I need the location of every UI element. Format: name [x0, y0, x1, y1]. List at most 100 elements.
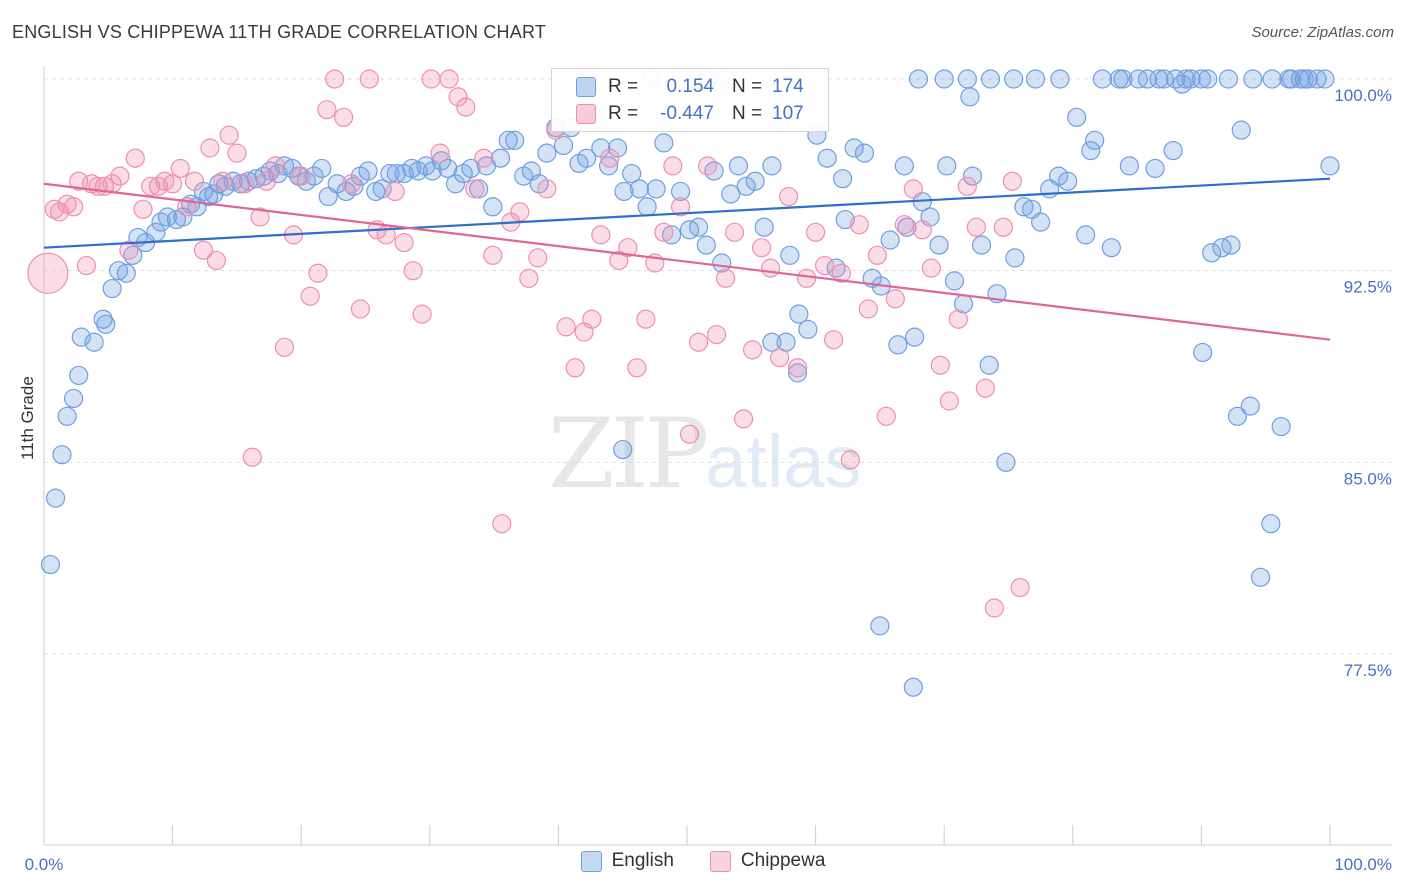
english-point — [762, 156, 782, 176]
english-swatch — [576, 77, 596, 97]
chippewa-point — [706, 324, 727, 345]
series-legend: English Chippewa — [0, 850, 1406, 872]
english-point — [1176, 69, 1196, 89]
chippewa-point — [966, 217, 986, 237]
chippewa-point — [670, 197, 691, 217]
english-point — [1101, 238, 1121, 258]
english-point — [312, 158, 332, 179]
chippewa-point — [930, 355, 950, 375]
english-point — [490, 148, 511, 168]
english-point — [69, 365, 89, 386]
chippewa-point — [849, 215, 869, 235]
english-point — [123, 245, 143, 265]
chippewa-point — [957, 176, 977, 196]
english-point — [789, 304, 809, 324]
english-point — [1081, 140, 1101, 161]
english-point — [754, 217, 774, 237]
english-point — [537, 143, 557, 163]
chippewa-point — [341, 174, 361, 194]
english-point — [1014, 197, 1034, 217]
english-point — [908, 69, 929, 89]
english-point — [1092, 69, 1112, 89]
chippewa-point — [308, 263, 328, 283]
chippewa-point — [44, 199, 64, 219]
chippewa-point — [300, 286, 320, 306]
y-tick-label: 92.5% — [1344, 278, 1392, 297]
chippewa-point — [265, 156, 286, 176]
english-point — [661, 225, 682, 245]
english-point — [728, 156, 749, 176]
english-point — [71, 327, 91, 347]
chippewa-point — [618, 238, 638, 258]
english-point — [894, 156, 914, 176]
english-point — [1181, 69, 1201, 89]
chippewa-point — [582, 309, 602, 329]
chippewa-point — [778, 186, 799, 207]
chippewa-point — [119, 240, 139, 260]
english-point — [1279, 69, 1299, 89]
english-point — [93, 309, 113, 329]
english-point — [1058, 171, 1078, 191]
english-point — [1172, 74, 1192, 94]
legend-item-chippewa[interactable]: Chippewa — [709, 850, 825, 872]
english-point — [798, 319, 818, 340]
chippewa-point — [250, 207, 270, 227]
chippewa-r-label: R = — [608, 103, 639, 124]
english-point — [721, 184, 741, 204]
english-point — [934, 69, 954, 89]
english-n-label: N = — [732, 76, 763, 97]
chippewa-point — [805, 222, 826, 242]
english-point — [654, 133, 674, 153]
english-point — [646, 179, 666, 199]
chippewa-point — [200, 138, 220, 158]
english-point — [63, 388, 84, 409]
chippewa-point — [213, 171, 233, 191]
english-point — [577, 148, 597, 168]
chippewa-point — [439, 69, 459, 89]
english-point — [637, 197, 657, 217]
english-point — [1085, 130, 1105, 150]
english-point — [854, 143, 875, 163]
english-point — [52, 445, 72, 465]
english-point — [613, 439, 633, 460]
chippewa-point — [63, 197, 84, 217]
chippewa-point — [948, 309, 968, 329]
english-point — [598, 156, 619, 176]
english-point — [358, 161, 378, 181]
english-r-value: 0.154 — [666, 76, 714, 97]
chippewa-legend-swatch — [709, 850, 731, 872]
english-point — [1163, 140, 1183, 161]
chippewa-point — [235, 174, 255, 194]
chippewa-point — [867, 245, 887, 265]
chippewa-point — [751, 238, 772, 258]
english-point — [607, 138, 628, 158]
chippewa-n-label: N = — [732, 103, 763, 124]
legend-item-english[interactable]: English — [580, 850, 674, 872]
chippewa-point — [760, 258, 781, 278]
english-point — [780, 245, 800, 265]
english-point — [736, 176, 756, 196]
chippewa-point — [894, 215, 914, 235]
english-point — [1193, 342, 1213, 363]
english-point — [929, 235, 949, 255]
chippewa-point — [334, 107, 354, 127]
english-point — [1227, 406, 1248, 426]
english-point — [971, 235, 992, 255]
english-point — [84, 332, 104, 352]
chippewa-point — [227, 143, 247, 163]
english-point — [1240, 396, 1260, 416]
chippewa-point — [325, 69, 345, 89]
chippewa-point — [1010, 577, 1030, 598]
english-point — [1005, 248, 1025, 268]
english-point — [996, 452, 1016, 472]
english-point — [1049, 166, 1069, 186]
chippewa-point — [421, 69, 441, 89]
chippewa-point — [565, 358, 585, 378]
chippewa-point — [483, 245, 503, 265]
watermark: ZIPatlas — [548, 398, 862, 510]
english-point — [102, 278, 122, 299]
chart-title: ENGLISH VS CHIPPEWA 11TH GRADE CORRELATI… — [12, 22, 547, 42]
english-point — [1154, 69, 1174, 89]
chippewa-point — [984, 598, 1004, 618]
english-point — [905, 327, 925, 347]
